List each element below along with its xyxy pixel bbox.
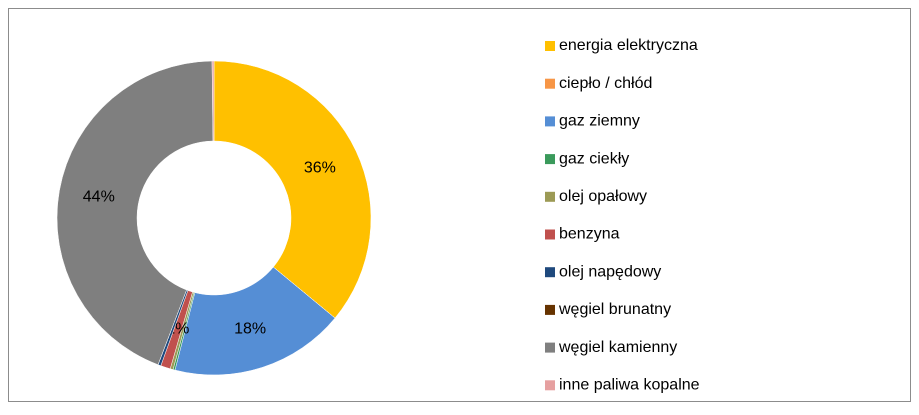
donut-slice [56, 60, 214, 366]
legend-swatch [545, 154, 555, 165]
legend-swatch [545, 116, 555, 127]
legend-swatch [545, 78, 555, 89]
legend-swatch [545, 229, 555, 240]
donut-slice [211, 60, 215, 142]
legend-label: gaz ziemny [559, 113, 640, 130]
legend-swatch [545, 191, 555, 202]
legend-swatch [545, 304, 555, 315]
legend-label: węgiel brunatny [558, 301, 671, 318]
legend-label: gaz ciekły [559, 150, 629, 167]
legend-swatch [545, 267, 555, 278]
legend-label: olej napędowy [559, 263, 661, 280]
data-label: 44% [83, 189, 115, 206]
legend-swatch [545, 380, 555, 391]
legend-label: olej opałowy [559, 188, 647, 205]
legend-label: benzyna [559, 226, 620, 243]
donut-slice [213, 60, 372, 319]
legend-label: węgiel kamienny [558, 339, 677, 356]
legend-swatch [545, 41, 555, 51]
legend-label: energia elektryczna [559, 37, 698, 54]
legend-label: inne paliwa kopalne [559, 377, 700, 394]
legend-label: ciepło / chłód [559, 75, 652, 92]
data-label: 18% [234, 320, 266, 337]
donut-slice [174, 266, 336, 376]
data-label: 36% [304, 159, 336, 176]
legend-swatch [545, 342, 555, 353]
